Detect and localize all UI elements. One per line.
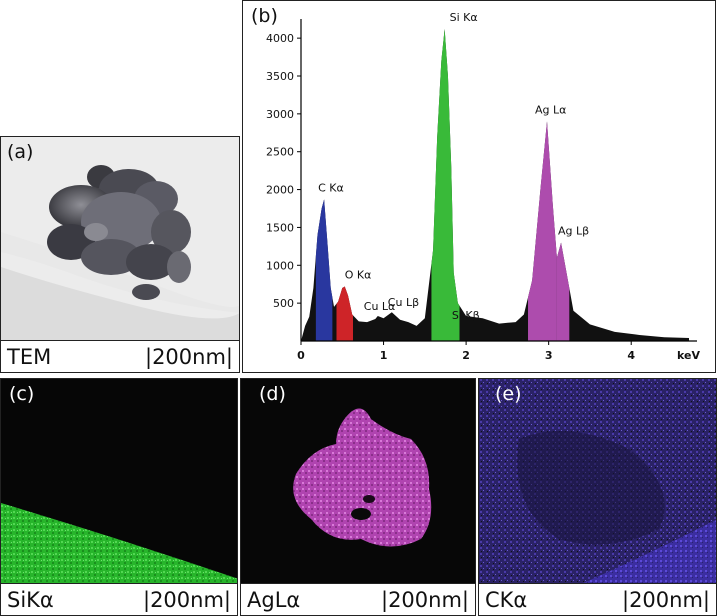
edx-spectrum-panel: 500 1000 1500 2000 2500 3000 3500 4000 0 1 2 3 4 keV C… [242, 0, 716, 373]
peak-label: Si Kα [450, 11, 478, 24]
peak-fill-7 [556, 242, 570, 341]
panel-b-label: (b) [251, 5, 278, 27]
y-tick-label: 2000 [266, 184, 294, 197]
peak-fill-1 [336, 286, 354, 341]
si-map-image [1, 379, 237, 585]
y-tick-label: 500 [273, 297, 294, 310]
ag-map-image [241, 379, 475, 585]
panel-c-line: SiKα [7, 588, 54, 612]
x-axis-label: keV [677, 349, 700, 362]
panel-e-caption: CKα |200nm| [479, 583, 716, 615]
panel-d-caption: AgLα |200nm| [241, 583, 475, 615]
panel-c-label: (c) [9, 383, 35, 405]
y-tick-label: 3500 [266, 70, 294, 83]
panel-a-scale: |200nm| [145, 345, 233, 369]
tem-image [1, 137, 239, 342]
x-tick-label: 4 [627, 349, 635, 362]
y-tick-label: 4000 [266, 32, 294, 45]
panel-a-label: (a) [7, 141, 34, 163]
peak-label: C Kα [318, 181, 344, 194]
si-map-panel: (c) SiKα |200nm| [0, 378, 238, 616]
peak-fill-0 [315, 199, 333, 341]
peak-fill-4 [431, 29, 460, 342]
peak-label: Ag Lα [535, 103, 566, 116]
panel-e-label: (e) [495, 383, 522, 405]
y-tick-label: 1000 [266, 259, 294, 272]
particle-cluster [47, 165, 191, 300]
y-tick-label: 3000 [266, 108, 294, 121]
peak-label: Cu Lα [364, 300, 396, 313]
panel-d-line: AgLα [247, 588, 301, 612]
x-tick-label: 0 [297, 349, 305, 362]
peak-fill-6 [528, 121, 557, 341]
peak-label: Cu Lβ [388, 296, 419, 309]
spectrum-area [301, 29, 689, 342]
x-tick-label: 3 [545, 349, 553, 362]
peak-label: Si Kβ [452, 309, 480, 322]
panel-d-scale: |200nm| [381, 588, 469, 612]
y-tick-label: 1500 [266, 221, 294, 234]
c-map-image [479, 379, 716, 585]
y-tick-label: 2500 [266, 146, 294, 159]
ag-map-panel: (d) AgLα |200nm| [240, 378, 476, 616]
peak-label: O Kα [345, 268, 372, 281]
x-tick-label: 2 [462, 349, 470, 362]
peak-label: Ag Lβ [558, 225, 589, 238]
x-tick-label: 1 [380, 349, 388, 362]
panel-e-line: CKα [485, 588, 528, 612]
panel-a-mode: TEM [7, 345, 52, 369]
panel-a-caption: TEM |200nm| [1, 340, 239, 372]
panel-c-scale: |200nm| [143, 588, 231, 612]
edx-spectrum-chart: 500 1000 1500 2000 2500 3000 3500 4000 0 1 2 3 4 keV C… [266, 11, 700, 362]
tem-panel: (a) TEM |200nm| [0, 136, 240, 373]
panel-c-caption: SiKα |200nm| [1, 583, 237, 615]
c-map-panel: (e) CKα |200nm| [478, 378, 717, 616]
panel-d-label: (d) [259, 383, 286, 405]
panel-e-scale: |200nm| [622, 588, 710, 612]
